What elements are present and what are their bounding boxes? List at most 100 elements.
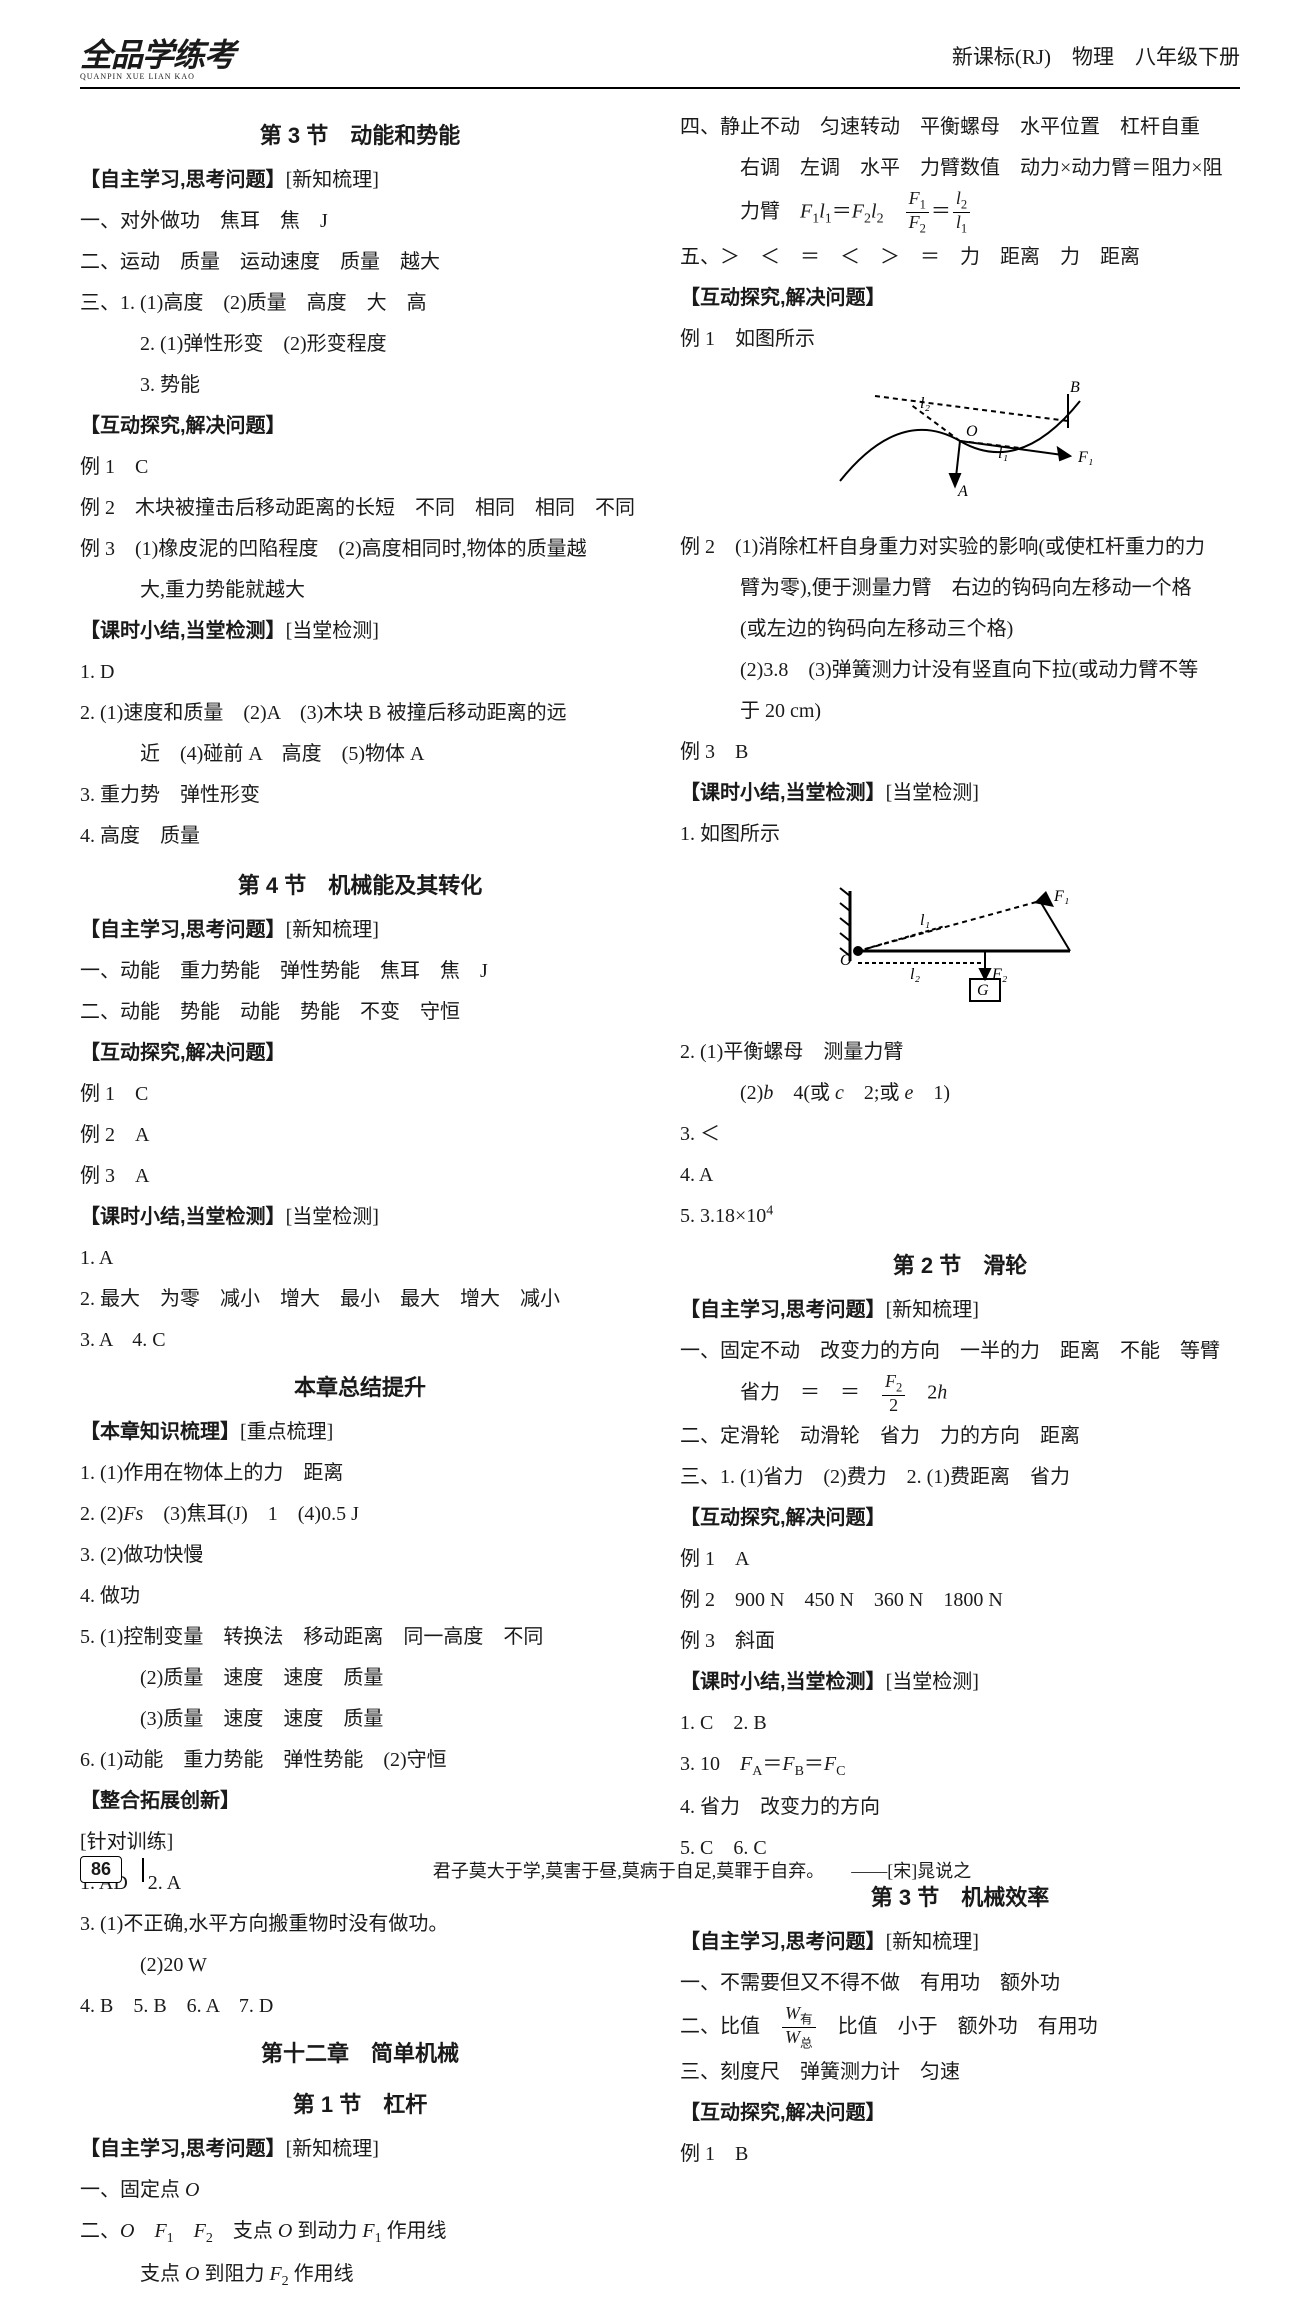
example-line: 例 2 A [80,1115,640,1156]
example-line: (2)3.8 (3)弹簧测力计没有竖直向下拉(或动力臂不等 [680,650,1240,691]
svg-text:B: B [1070,379,1080,396]
example-line: 例 2 木块被撞击后移动距离的长短 不同 相同 相同 不同 [80,488,640,529]
example-line: 例 2 900 N 450 N 360 N 1800 N [680,1580,1240,1621]
example-line: 例 1 如图所示 [680,319,1240,360]
heading-explore: 【互动探究,解决问题】 [680,1498,1240,1539]
header-meta: 新课标(RJ) 物理 八年级下册 [952,41,1240,71]
svg-text:l₂: l₂ [910,966,920,983]
text-line: 2. (1)弹性形变 (2)形变程度 [80,324,640,365]
text-line: 2. (2)Fs (3)焦耳(J) 1 (4)0.5 J [80,1494,640,1535]
example-line: 例 1 B [680,2134,1240,2175]
section-12-2-title: 第 2 节 滑轮 [680,1243,1240,1288]
text-line: 1. (1)作用在物体上的力 距离 [80,1453,640,1494]
svg-text:O: O [966,423,978,440]
heading-integrate: 【整合拓展创新】 [80,1781,640,1822]
answer-line: 1. A [80,1238,640,1279]
text-line: 五、＞ ＜ ＝ ＜ ＞ ＝ 力 距离 力 距离 [680,237,1240,278]
text-line: 二、动能 势能 动能 势能 不变 守恒 [80,992,640,1033]
chapter-12-title: 第十二章 简单机械 [80,2031,640,2076]
answer-line: 1. 如图所示 [680,814,1240,855]
page-footer: 86 君子莫大于学,莫害于昼,莫病于自足,莫罪于自弃。 ——[宋]晁说之 [80,1856,1240,1883]
left-column: 第 3 节 动能和势能 【自主学习,思考问题】[新知梳理] 一、对外做功 焦耳 … [80,107,640,2297]
answer-line: 3. 重力势 弹性形变 [80,775,640,816]
section-12-1-title: 第 1 节 杠杆 [80,2082,640,2127]
example-line: 例 3 B [680,732,1240,773]
heading-explore: 【互动探究,解决问题】 [80,1033,640,1074]
footer-divider [142,1858,144,1882]
lever-figure-2: O F₁ F₂ G l₁ l₂ [680,861,1240,1026]
svg-text:A: A [957,483,968,500]
text-line: 省力 ＝ ＝ F22 2h [680,1372,1240,1416]
heading-self-study: 【自主学习,思考问题】[新知梳理] [80,2129,640,2170]
text-line: 二、O F1 F2 支点 O 到动力 F1 作用线 [80,2211,640,2254]
answer-line: 4. B 5. B 6. A 7. D [80,1986,640,2027]
svg-text:l₁: l₁ [998,445,1008,462]
answer-line: 5. 3.18×104 [680,1196,1240,1237]
heading-summary: 【课时小结,当堂检测】[当堂检测] [680,1662,1240,1703]
example-line: 大,重力势能就越大 [80,570,640,611]
chapter-summary-title: 本章总结提升 [80,1365,640,1410]
svg-text:l₂: l₂ [920,395,930,412]
text-line: (2)质量 速度 速度 质量 [80,1658,640,1699]
text-line: 5. (1)控制变量 转换法 移动距离 同一高度 不同 [80,1617,640,1658]
example-line: 臂为零),便于测量力臂 右边的钩码向左移动一个格 [680,568,1240,609]
answer-line: 4. A [680,1155,1240,1196]
text-line: 6. (1)动能 重力势能 弹性势能 (2)守恒 [80,1740,640,1781]
answer-line: 近 (4)碰前 A 高度 (5)物体 A [80,734,640,775]
example-line: 例 3 斜面 [680,1621,1240,1662]
answer-line: 3. A 4. C [80,1320,640,1361]
text-line: 一、不需要但又不得不做 有用功 额外功 [680,1963,1240,2004]
text-line: 三、刻度尺 弹簧测力计 匀速 [680,2052,1240,2093]
text-line: 3. 势能 [80,365,640,406]
heading-self-study: 【自主学习,思考问题】[新知梳理] [680,1290,1240,1331]
example-line: 例 3 (1)橡皮泥的凹陷程度 (2)高度相同时,物体的质量越 [80,529,640,570]
svg-text:F₁: F₁ [1053,888,1069,905]
heading-explore: 【互动探究,解决问题】 [680,2093,1240,2134]
text-line: 三、1. (1)省力 (2)费力 2. (1)费距离 省力 [680,1457,1240,1498]
text-line: 二、比值 W有W总 比值 小于 额外功 有用功 [680,2004,1240,2052]
text-line: 四、静止不动 匀速转动 平衡螺母 水平位置 杠杆自重 [680,107,1240,148]
answer-line: 4. 省力 改变力的方向 [680,1787,1240,1828]
right-column: 四、静止不动 匀速转动 平衡螺母 水平位置 杠杆自重 右调 左调 水平 力臂数值… [680,107,1240,2297]
content-columns: 第 3 节 动能和势能 【自主学习,思考问题】[新知梳理] 一、对外做功 焦耳 … [80,107,1240,2297]
page-number: 86 [80,1856,122,1883]
svg-text:l₁: l₁ [920,912,930,929]
footer-quote: 君子莫大于学,莫害于昼,莫病于自足,莫罪于自弃。 ——[宋]晁说之 [164,1857,1240,1883]
page-header: 全品学练考 QUANPIN XUE LIAN KAO 新课标(RJ) 物理 八年… [80,30,1240,89]
text-line: 二、运动 质量 运动速度 质量 越大 [80,242,640,283]
answer-line: 3. (1)不正确,水平方向搬重物时没有做功。 [80,1904,640,1945]
answer-line: 2. 最大 为零 减小 增大 最小 最大 增大 减小 [80,1279,640,1320]
heading-explore: 【互动探究,解决问题】 [680,278,1240,319]
example-line: 例 2 (1)消除杠杆自身重力对实验的影响(或使杠杆重力的力 [680,527,1240,568]
answer-line: 1. D [80,652,640,693]
answer-line: 4. 高度 质量 [80,816,640,857]
text-line: 力臂 F1l1＝F2l2 F1F2＝l2l1 [680,189,1240,237]
example-line: 例 1 A [680,1539,1240,1580]
heading-summary: 【课时小结,当堂检测】[当堂检测] [680,773,1240,814]
lever-figure-1: A B O F₁ l₁ l₂ [680,366,1240,521]
text-line: (3)质量 速度 速度 质量 [80,1699,640,1740]
heading-explore: 【互动探究,解决问题】 [80,406,640,447]
section-4-title: 第 4 节 机械能及其转化 [80,863,640,908]
text-line: 4. 做功 [80,1576,640,1617]
text-line: 三、1. (1)高度 (2)质量 高度 大 高 [80,283,640,324]
svg-text:F₂: F₂ [991,966,1008,983]
example-line: 例 1 C [80,447,640,488]
section-3-title: 第 3 节 动能和势能 [80,113,640,158]
answer-line: (2)b 4(或 c 2;或 e 1) [680,1073,1240,1114]
heading-self-study: 【自主学习,思考问题】[新知梳理] [680,1922,1240,1963]
text-line: 一、对外做功 焦耳 焦 J [80,201,640,242]
heading-knowledge: 【本章知识梳理】[重点梳理] [80,1412,640,1453]
logo-text: 全品学练考 [80,30,235,76]
heading-self-study: 【自主学习,思考问题】[新知梳理] [80,910,640,951]
example-line: (或左边的钩码向左移动三个格) [680,609,1240,650]
example-line: 例 1 C [80,1074,640,1115]
brand-logo: 全品学练考 QUANPIN XUE LIAN KAO [80,30,235,81]
answer-line: (2)20 W [80,1945,640,1986]
answer-line: 2. (1)平衡螺母 测量力臂 [680,1032,1240,1073]
answer-line: 3. 10 FA＝FB＝FC [680,1744,1240,1787]
heading-summary: 【课时小结,当堂检测】[当堂检测] [80,1197,640,1238]
svg-text:O: O [840,952,852,969]
text-line: 支点 O 到阻力 F2 作用线 [80,2254,640,2297]
text-line: 一、固定点 O [80,2170,640,2211]
